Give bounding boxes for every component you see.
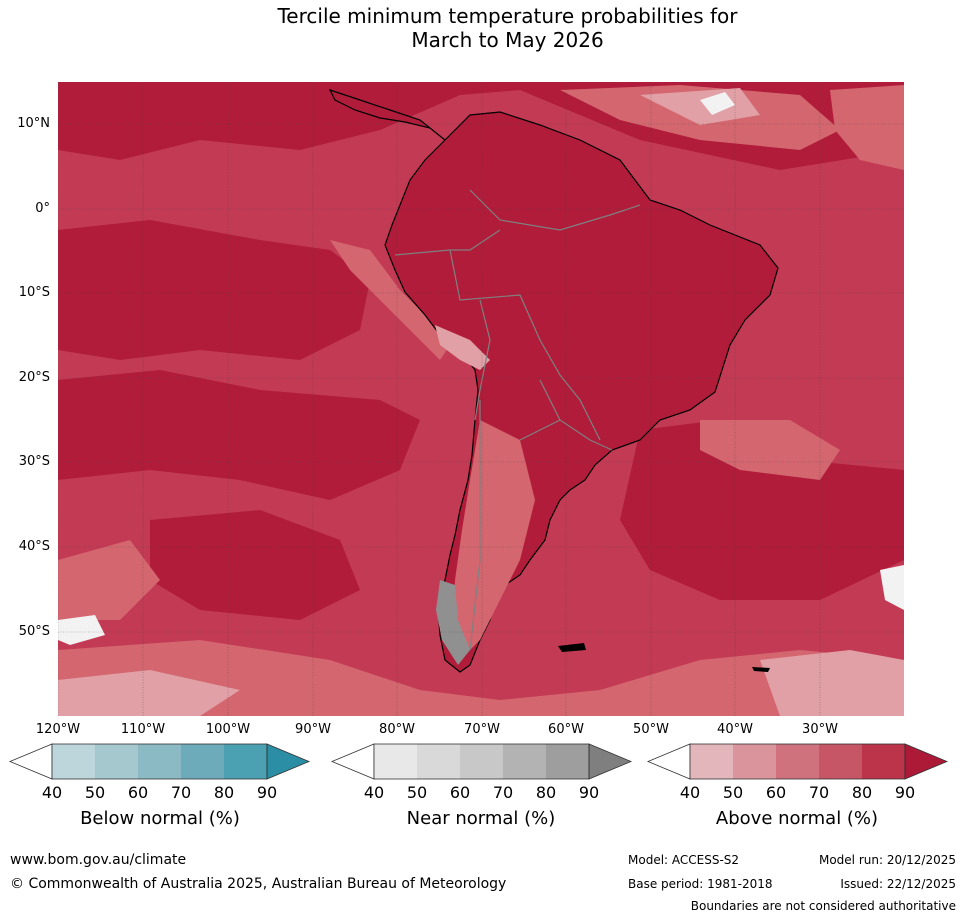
near-normal-seg-1	[374, 744, 417, 779]
above-tick-70: 70	[808, 783, 830, 802]
light-patch-ne-corner	[830, 85, 904, 170]
lat-label-0: 0°	[35, 201, 50, 216]
below-tick-90: 90	[256, 783, 278, 802]
below-normal-seg-3	[138, 744, 181, 779]
above-normal-seg-3	[776, 744, 819, 779]
below-normal-seg-5	[224, 744, 267, 779]
above-normal-under-tri	[646, 743, 691, 780]
lat-label-10s: 10°S	[18, 285, 50, 300]
lon-label-80w: 80°W	[379, 722, 415, 737]
above-normal-over-tri	[904, 743, 949, 780]
near-tick-80: 80	[535, 783, 557, 802]
central-america-land	[328, 88, 446, 141]
title-line-2: March to May 2026	[411, 28, 604, 52]
strong-band-eq-pacific	[58, 220, 370, 360]
lon-label-120w: 120°W	[35, 722, 81, 737]
above-tick-40: 40	[679, 783, 701, 802]
colorbar-above-normal	[646, 743, 949, 780]
above-normal-seg-2	[733, 744, 776, 779]
lon-label-110w: 110°W	[120, 722, 166, 737]
footer-disclaimer: Boundaries are not considered authoritat…	[690, 899, 956, 913]
lat-label-10n: 10°N	[17, 116, 50, 131]
lat-label-20s: 20°S	[18, 370, 50, 385]
below-tick-60: 60	[127, 783, 149, 802]
below-normal-over-tri	[266, 743, 311, 780]
above-tick-80: 80	[851, 783, 873, 802]
graticule	[58, 82, 904, 716]
south-georgia	[752, 667, 770, 672]
near-normal-seg-2	[417, 744, 460, 779]
footer-copyright: © Commonwealth of Australia 2025, Austra…	[10, 876, 507, 892]
chart-title: Tercile minimum temperature probabilitie…	[0, 4, 965, 52]
colorbar-near-normal	[330, 743, 633, 780]
white-patch-ne	[700, 92, 735, 115]
lon-label-50w: 50°W	[633, 722, 669, 737]
above-normal-seg-1	[690, 744, 733, 779]
white-patch-sw	[58, 615, 105, 645]
near-normal-title: Near normal (%)	[406, 808, 556, 829]
above-tick-60: 60	[765, 783, 787, 802]
strong-band-south-pacific	[58, 370, 420, 500]
footer-model: Model: ACCESS-S2	[628, 853, 740, 867]
below-normal-under-tri	[8, 743, 53, 780]
near-normal-seg-4	[503, 744, 546, 779]
lon-label-70w: 70°W	[464, 722, 500, 737]
near-normal-under-tri	[330, 743, 375, 780]
near-tick-90: 90	[578, 783, 600, 802]
lighter-patch-ne	[640, 88, 760, 125]
lat-label-30s: 30°S	[18, 454, 50, 469]
below-normal-title: Below normal (%)	[80, 808, 240, 829]
below-tick-70: 70	[170, 783, 192, 802]
lon-label-90w: 90°W	[295, 722, 331, 737]
above-normal-title: Above normal (%)	[715, 808, 879, 829]
above-tick-50: 50	[722, 783, 744, 802]
lat-label-50s: 50°S	[18, 624, 50, 639]
below-normal-seg-2	[95, 744, 138, 779]
land-altiplano-light	[435, 325, 490, 370]
near-tick-60: 60	[449, 783, 471, 802]
light-patch-south	[58, 640, 904, 716]
country-borders	[394, 189, 641, 651]
footer-base-period: Base period: 1981-2018	[628, 877, 773, 891]
above-normal-seg-4	[819, 744, 862, 779]
below-tick-80: 80	[213, 783, 235, 802]
near-tick-40: 40	[363, 783, 385, 802]
below-normal-seg-1	[52, 744, 95, 779]
lighter-patch-south	[58, 670, 240, 716]
lat-label-40s: 40°S	[18, 539, 50, 554]
strong-band-southwest	[150, 510, 360, 620]
lighter-patch-se	[760, 650, 904, 716]
colorbar-below-normal	[8, 743, 311, 780]
footer-model-run: Model run: 20/12/2025	[818, 853, 956, 867]
near-normal-over-tri	[588, 743, 633, 780]
lon-label-60w: 60°W	[548, 722, 584, 737]
falkland-islands	[558, 643, 586, 652]
lon-label-100w: 100°W	[205, 722, 251, 737]
land-andes-grey	[436, 580, 470, 665]
near-normal-seg-5	[546, 744, 589, 779]
strong-band-atlantic	[620, 420, 904, 600]
below-tick-40: 40	[41, 783, 63, 802]
above-normal-seg-5	[862, 744, 905, 779]
white-patch-se	[880, 565, 904, 610]
below-tick-50: 50	[84, 783, 106, 802]
light-patch-andes-coast	[330, 240, 450, 360]
below-normal-seg-4	[181, 744, 224, 779]
light-patch-southwest-pacific	[58, 540, 160, 620]
lon-label-30w: 30°W	[802, 722, 838, 737]
above-tick-90: 90	[894, 783, 916, 802]
land-patagonia-light	[452, 420, 535, 655]
lon-label-40w: 40°W	[717, 722, 753, 737]
footer-website: www.bom.gov.au/climate	[10, 852, 187, 868]
near-tick-50: 50	[406, 783, 428, 802]
title-line-1: Tercile minimum temperature probabilitie…	[277, 4, 738, 28]
footer-issued: Issued: 22/12/2025	[840, 877, 956, 891]
near-normal-seg-3	[460, 744, 503, 779]
near-tick-70: 70	[492, 783, 514, 802]
